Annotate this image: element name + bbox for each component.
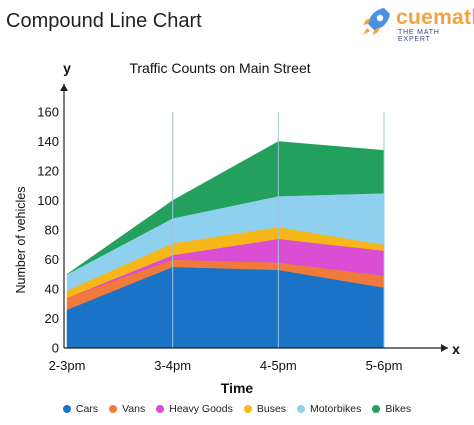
page-heading: Compound Line Chart [6, 10, 202, 32]
legend-item-buses: Buses [243, 403, 287, 415]
y-tick-label: 20 [45, 311, 59, 326]
chart-title: Traffic Counts on Main Street [129, 60, 310, 76]
x-axis-label: Time [221, 380, 254, 396]
legend-swatch [372, 405, 381, 413]
x-tick-label: 2-3pm [49, 358, 86, 373]
y-tick-label: 120 [37, 164, 59, 179]
compound-line-chart: Traffic Counts on Main Street y x Time N… [14, 60, 460, 396]
legend-label: Vans [122, 403, 146, 415]
y-tick-label: 80 [45, 223, 59, 238]
y-tick-label: 40 [45, 282, 59, 297]
legend-label: Buses [256, 403, 287, 415]
legend-label: Bikes [385, 403, 412, 415]
legend-item-cars: Cars [62, 403, 99, 415]
y-tick-label: 140 [37, 134, 59, 149]
legend-swatch [62, 405, 71, 413]
y-tick-labels: 0 20 40 60 80 100 120 140 160 [37, 105, 59, 356]
legend-item-bikes: Bikes [372, 403, 411, 415]
y-tick-label: 60 [45, 252, 59, 267]
brand-logo[interactable]: cuemath THE MATH EXPERT [360, 2, 474, 43]
legend-item-motorbikes: Motorbikes [297, 403, 361, 415]
stacked-areas [66, 141, 385, 349]
x-tick-label: 3-4pm [154, 358, 191, 373]
y-tick-label: 160 [37, 105, 59, 120]
legend-item-vans: Vans [109, 403, 145, 415]
y-tick-label: 100 [37, 193, 59, 208]
x-axis-letter: x [452, 341, 460, 357]
legend-swatch [109, 405, 118, 413]
legend-label: Heavy Goods [169, 403, 233, 415]
y-axis-label: Number of vehicles [14, 187, 28, 294]
brand-name: cuemath [396, 6, 474, 29]
x-axis-arrow [441, 344, 448, 352]
brand-tagline: THE MATH EXPERT [398, 29, 440, 43]
legend-label: Cars [75, 403, 99, 415]
y-axis-arrow [60, 84, 68, 91]
chart-axes [60, 84, 448, 352]
legend-label: Motorbikes [310, 403, 362, 415]
legend-swatch [156, 405, 165, 413]
y-tick-label: 0 [52, 341, 59, 356]
legend-item-heavy-goods: Heavy Goods [156, 403, 233, 415]
rocket-icon [363, 8, 390, 35]
vertical-gridlines [172, 112, 385, 348]
chart-legend: Cars Vans Heavy Goods Buses Motorbikes Bikes [0, 401, 474, 417]
x-tick-labels: 2-3pm 3-4pm 4-5pm 5-6pm [49, 358, 403, 373]
x-tick-label: 4-5pm [260, 358, 297, 373]
y-axis-letter: y [63, 60, 71, 76]
legend-swatch [243, 405, 252, 413]
legend-swatch [297, 405, 306, 413]
x-tick-label: 5-6pm [366, 358, 403, 373]
